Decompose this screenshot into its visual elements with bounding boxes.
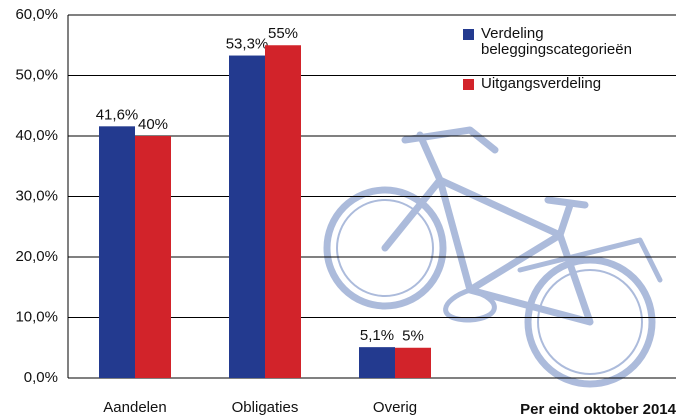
x-tick-label: Overig bbox=[373, 399, 417, 416]
y-tick-label: 20,0% bbox=[15, 248, 58, 265]
legend-item: Uitgangsverdeling bbox=[463, 76, 663, 92]
x-tick-label: Aandelen bbox=[103, 399, 166, 416]
bar bbox=[359, 347, 395, 378]
data-label: 41,6% bbox=[96, 106, 139, 123]
bar bbox=[135, 136, 171, 378]
legend-label: Verdeling beleggingscategorieën bbox=[481, 26, 651, 58]
legend-swatch bbox=[463, 29, 474, 40]
bar bbox=[395, 348, 431, 378]
y-tick-label: 30,0% bbox=[15, 187, 58, 204]
y-tick-label: 40,0% bbox=[15, 127, 58, 144]
data-label: 5% bbox=[402, 328, 424, 345]
annotation: Per eind oktober 2014 bbox=[520, 401, 676, 418]
y-tick-label: 50,0% bbox=[15, 66, 58, 83]
bar bbox=[229, 56, 265, 378]
bar bbox=[265, 45, 301, 378]
data-label: 53,3% bbox=[226, 36, 269, 53]
bar bbox=[99, 126, 135, 378]
legend-label: Uitgangsverdeling bbox=[481, 76, 651, 92]
x-tick-label: Obligaties bbox=[232, 399, 299, 416]
data-label: 40% bbox=[138, 116, 168, 133]
legend-swatch bbox=[463, 79, 474, 90]
data-label: 5,1% bbox=[360, 327, 394, 344]
y-tick-label: 10,0% bbox=[15, 308, 58, 325]
legend: Verdeling beleggingscategorieën Uitgangsv… bbox=[463, 26, 663, 110]
legend-item: Verdeling beleggingscategorieën bbox=[463, 26, 663, 58]
y-tick-label: 60,0% bbox=[15, 6, 58, 23]
data-label: 55% bbox=[268, 25, 298, 42]
y-tick-label: 0,0% bbox=[24, 369, 58, 386]
page: Per eind oktober 2014 0,0% 10,0% 20,0% 30,0… bbox=[0, 0, 676, 420]
